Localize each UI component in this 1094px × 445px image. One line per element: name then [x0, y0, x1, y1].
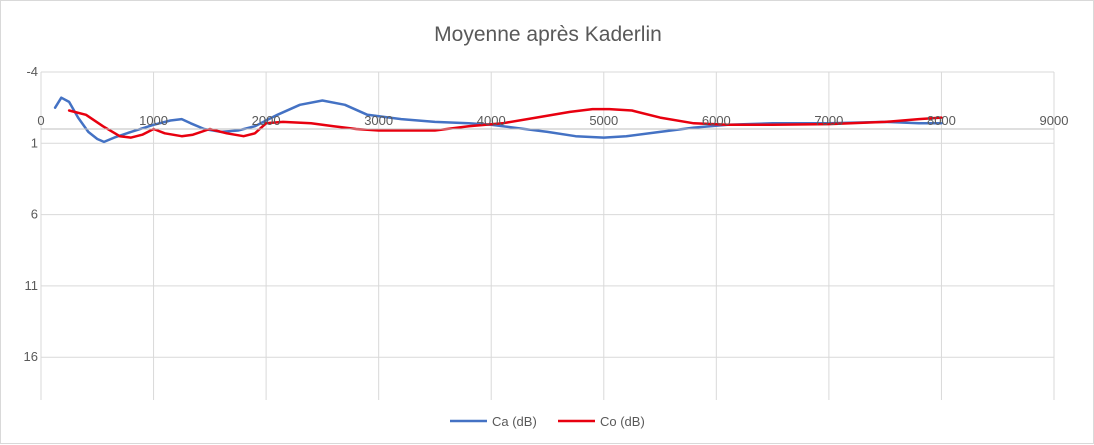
legend-item: Ca (dB): [450, 414, 537, 429]
x-tick-label: 5000: [589, 113, 618, 128]
x-tick-label: 1000: [139, 113, 168, 128]
x-tick-label: 6000: [702, 113, 731, 128]
y-tick-label: 1: [31, 135, 38, 150]
legend-label: Co (dB): [600, 414, 645, 429]
x-tick-label: 4000: [477, 113, 506, 128]
legend-item: Co (dB): [558, 414, 645, 429]
y-tick-label: 11: [25, 278, 39, 293]
x-tick-label: 8000: [927, 113, 956, 128]
x-tick-label: 2000: [252, 113, 281, 128]
y-tick-label: 16: [24, 349, 38, 364]
x-axis: 0 1000 2000 3000 4000 5000 6000 7000 8000 9000: [37, 113, 1069, 130]
y-tick-label: -4: [26, 64, 38, 79]
chart-title: Moyenne après Kaderlin: [434, 23, 662, 46]
x-tick-label: 9000: [1040, 113, 1069, 128]
x-tick-label: 0: [37, 113, 44, 128]
x-tick-label: 3000: [364, 113, 393, 128]
x-tick-label: 7000: [814, 113, 843, 128]
legend-label: Ca (dB): [492, 414, 537, 429]
y-tick-label: 6: [31, 207, 38, 222]
grid-lines: [40, 71, 1055, 400]
legend: Ca (dB) Co (dB): [450, 414, 645, 429]
